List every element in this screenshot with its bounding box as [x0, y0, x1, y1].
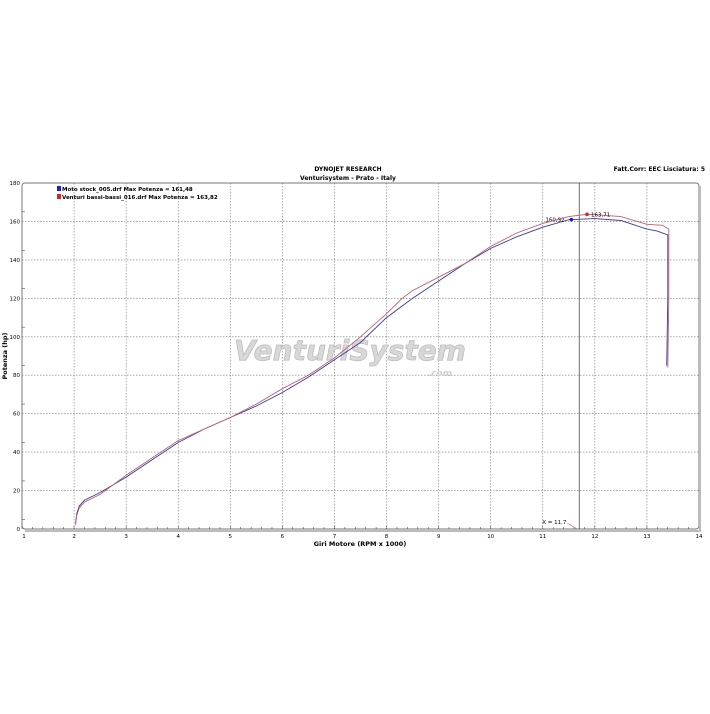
y-tick-label: 100	[10, 335, 21, 341]
x-tick-label: 2	[72, 534, 76, 540]
x-tick-label: 7	[333, 534, 337, 540]
x-tick-label: 6	[281, 534, 285, 540]
plot-shadow	[25, 186, 701, 532]
x-tick-label: 1	[22, 534, 26, 540]
watermark-text: VenturiSystem	[234, 334, 466, 367]
legend-entry-2: Venturi bassi-bassi_016.drf Max Potenza …	[62, 195, 218, 201]
legend-entry-1: Moto stock_005.drf Max Potenza = 161,48	[62, 187, 193, 193]
x-tick-label: 9	[437, 534, 441, 540]
y-tick-label: 160	[10, 219, 21, 225]
chart-title: DYNOJET RESEARCH	[314, 166, 381, 173]
x-axis-label: Giri Motore (RPM x 1000)	[314, 540, 407, 548]
x-tick-label: 13	[643, 534, 650, 540]
header-right: Fatt.Corr: EEC Lisciatura: 5	[614, 166, 705, 173]
peak-marker-1	[569, 217, 574, 222]
x-tick-label: 3	[124, 534, 128, 540]
series-line-2	[75, 213, 670, 526]
watermark-com: .com	[428, 369, 452, 379]
peak-label-1: 160,92	[545, 218, 564, 224]
y-tick-label: 40	[13, 450, 20, 456]
y-axis-label: Potenza (hp)	[1, 332, 9, 379]
series-line-1	[75, 218, 669, 524]
y-tick-label: 20	[13, 489, 20, 495]
cursor-leader	[567, 522, 578, 530]
x-tick-label: 5	[229, 534, 233, 540]
y-tick-label: 120	[10, 296, 21, 302]
x-tick-label: 14	[696, 534, 703, 540]
x-tick-label: 8	[385, 534, 389, 540]
x-tick-label: 11	[539, 534, 546, 540]
peak-label-2: 163,71	[591, 212, 610, 218]
y-tick-label: 80	[13, 373, 20, 379]
y-tick-label: 180	[10, 181, 21, 187]
y-tick-label: 0	[17, 527, 21, 533]
cursor-label: X = 11,7	[542, 520, 567, 526]
y-tick-label: 60	[13, 412, 20, 418]
x-tick-label: 10	[487, 534, 494, 540]
peak-marker-2	[585, 212, 589, 217]
x-tick-label: 4	[176, 534, 180, 540]
legend-swatch-2	[57, 194, 61, 199]
y-tick-label: 140	[10, 258, 21, 264]
chart-subtitle: Venturisystem - Prato - Italy	[300, 175, 396, 182]
legend-swatch-1	[57, 186, 61, 191]
x-tick-label: 12	[591, 534, 598, 540]
watermark-logo: VenturiSystem .com	[234, 334, 467, 379]
